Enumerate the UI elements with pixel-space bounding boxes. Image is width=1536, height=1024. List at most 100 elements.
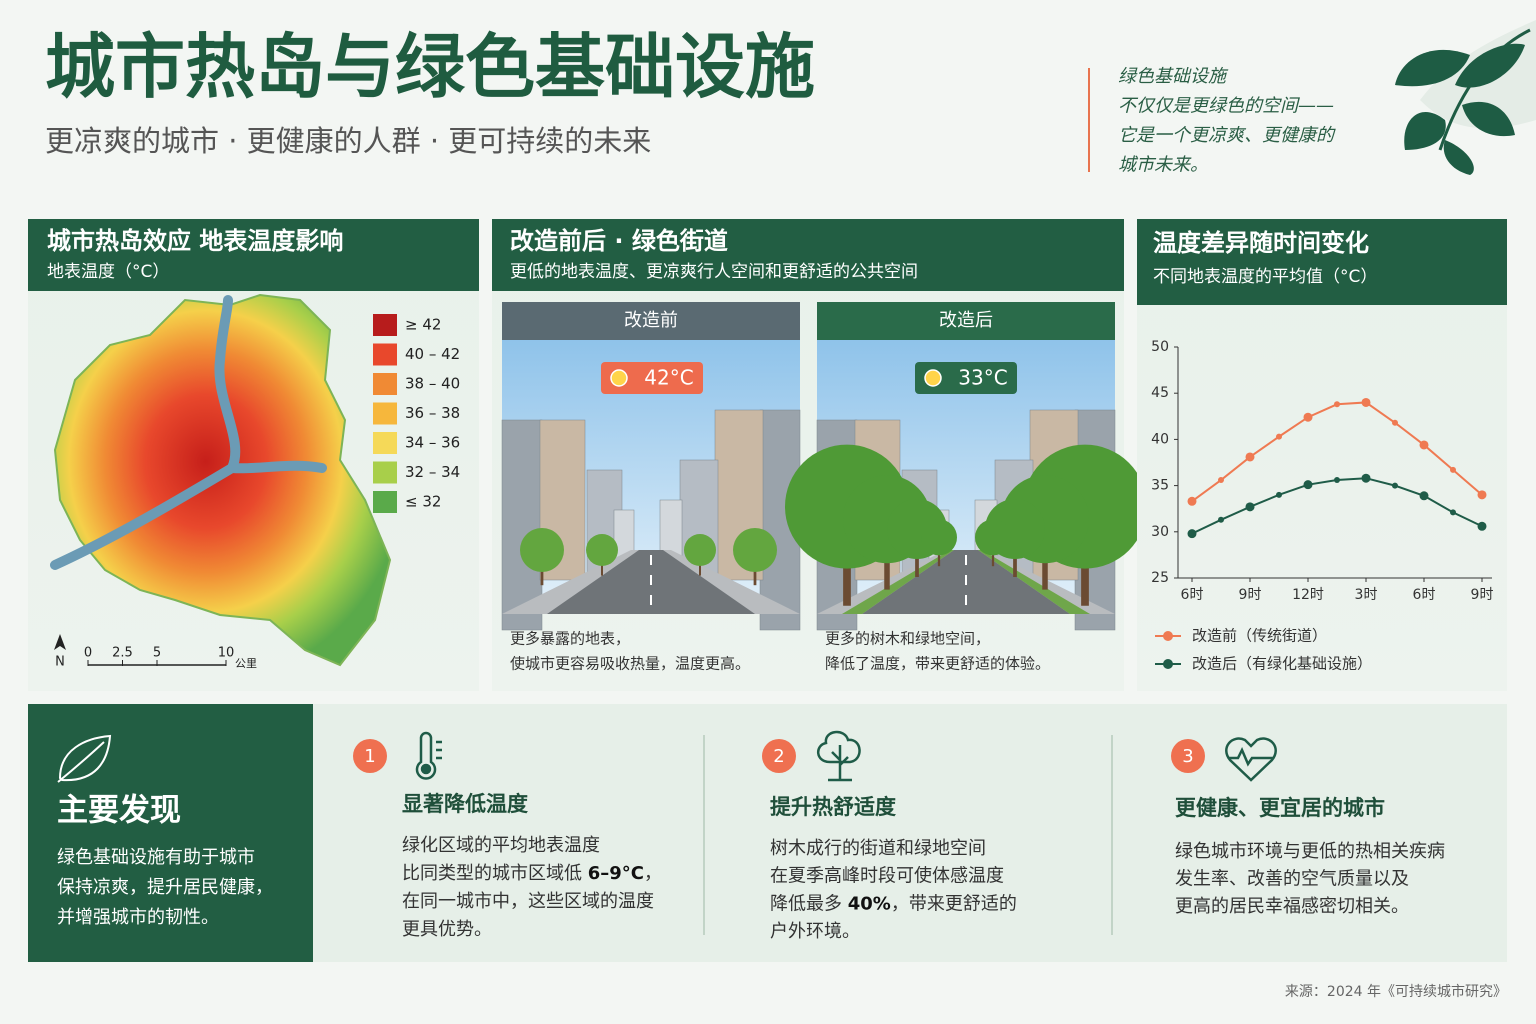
text-line: 降低最多 40%，带来更舒适的 [770, 893, 1017, 914]
scene-label-bar [817, 302, 1115, 340]
data-point [1361, 397, 1371, 407]
legend-swatch [373, 373, 397, 395]
text-line: 更高的居民幸福感密切相关。 [1175, 896, 1409, 917]
data-point [1334, 477, 1340, 484]
heart-icon [1225, 737, 1277, 782]
tree-crown [733, 528, 777, 572]
legend-label: ≤ 32 [405, 493, 441, 511]
x-tick-label: 9时 [1239, 587, 1262, 603]
chart-panel-header [1137, 219, 1507, 305]
y-tick-label: 50 [1151, 339, 1169, 355]
data-point [1245, 452, 1255, 462]
text-segment: 6–9°C [588, 863, 644, 884]
text-segment: 比同类型的城市区域低 [402, 863, 588, 884]
data-point [1392, 482, 1398, 489]
number-badge [762, 739, 796, 773]
data-point [1361, 473, 1371, 483]
text-segment: ，带来更舒适的 [891, 893, 1017, 914]
number-badge-label: 1 [364, 746, 375, 767]
number-badge [353, 739, 387, 773]
scale-label: 5 [153, 646, 161, 661]
legend-dot [1163, 631, 1173, 641]
legend-label: 改造前（传统街道） [1192, 627, 1327, 645]
text-line: 降低了温度，带来更舒适的体验。 [825, 655, 1050, 673]
data-point [1245, 502, 1255, 512]
map-panel-subtitle: 地表温度（°C） [47, 262, 169, 282]
y-tick-label: 40 [1151, 431, 1169, 447]
text-line: 绿化区域的平均地表温度 [402, 835, 600, 856]
page-subtitle: 更凉爽的城市 · 更健康的人群 · 更可持续的未来 [45, 124, 651, 158]
y-tick-label: 30 [1151, 524, 1169, 540]
north-arrow [54, 634, 66, 650]
street-panel-header [492, 219, 1124, 291]
scene-label: 改造前 [624, 310, 678, 331]
temp-badge-label: 42°C [644, 366, 693, 390]
tree-icon [817, 730, 861, 782]
street-panel-subtitle: 更低的地表温度、更凉爽行人空间和更舒适的公共空间 [510, 262, 918, 282]
legend-swatch [373, 461, 397, 484]
legend-swatch [373, 343, 397, 366]
data-point [1187, 496, 1197, 506]
temp-badge-label: 33°C [958, 366, 1007, 390]
scale-label: 2.5 [112, 646, 133, 661]
legend-swatch [373, 314, 397, 336]
data-point [1187, 529, 1197, 539]
tree-crown [684, 534, 716, 566]
scale-label: 0 [84, 646, 92, 661]
text-line: 使城市更容易吸收热量，温度更高。 [510, 655, 750, 673]
leaf-icon [57, 734, 112, 783]
x-tick-label: 6时 [1181, 587, 1204, 603]
data-point [1276, 433, 1282, 440]
green-strip [842, 550, 954, 614]
text-line: 并增强城市的韧性。 [57, 907, 219, 928]
text-line: 不仅仅是更绿色的空间—— [1118, 96, 1334, 117]
legend-label: 40 – 42 [405, 345, 460, 363]
x-tick-label: 6时 [1413, 587, 1436, 603]
legend-swatch [373, 432, 397, 454]
map-panel-title: 城市热岛效应 地表温度影响 [47, 227, 343, 255]
text-line: 在同一城市中，这些区域的温度 [402, 891, 654, 912]
river [50, 295, 327, 570]
text-line: 更具优势。 [402, 919, 492, 940]
text-line: 户外环境。 [770, 921, 860, 942]
text-segment: 40% [848, 893, 891, 914]
temp-badge [915, 362, 1017, 394]
legend-label: 改造后（有绿化基础设施） [1192, 655, 1372, 673]
legend-label: 34 – 36 [405, 434, 460, 452]
text-line: 更多暴露的地表， [510, 630, 630, 648]
legend-label: 32 – 34 [405, 463, 460, 481]
text-line: 绿色城市环境与更低的热相关疾病 [1175, 841, 1445, 862]
data-point [1477, 490, 1487, 500]
x-tick-label: 9时 [1471, 587, 1494, 603]
data-point [1450, 509, 1456, 516]
text-line: 保持凉爽，提升居民健康， [57, 877, 273, 898]
legend-label: 36 – 38 [405, 404, 460, 422]
findings-title: 主要发现 [57, 793, 181, 829]
text-line: 比同类型的城市区域低 6–9°C， [402, 863, 662, 884]
legend-label: 38 – 40 [405, 375, 460, 393]
text-segment: 降低最多 [770, 893, 848, 914]
text-segment: ， [644, 863, 662, 884]
data-point [1303, 412, 1313, 422]
data-point [1218, 516, 1224, 523]
legend-swatch [373, 402, 397, 425]
x-tick-label: 3时 [1355, 587, 1378, 603]
tree-crown [586, 534, 618, 566]
green-strip [978, 550, 1090, 614]
y-tick-label: 25 [1151, 570, 1169, 586]
street-after: 改造后 33°C 更多的树木和绿地空间， 降低了温度，带来更舒适的体验。 [785, 302, 1147, 673]
page-title: 城市热岛与绿色基础设施 [45, 26, 815, 108]
data-point [1419, 491, 1429, 501]
tree-crown [921, 519, 957, 556]
street-before: 改造前 42°C 更多暴露的地表， 使城市更容易吸收热量，温度更高。 [501, 302, 801, 673]
finding-title: 显著降低温度 [402, 792, 528, 816]
text-line: 树木成行的街道和绿地空间 [770, 838, 986, 859]
text-line: 它是一个更凉爽、更健康的 [1118, 125, 1336, 146]
chart-title: 温度差异随时间变化 [1153, 229, 1369, 257]
number-badge [1171, 739, 1205, 773]
legend-dot [1163, 659, 1173, 669]
